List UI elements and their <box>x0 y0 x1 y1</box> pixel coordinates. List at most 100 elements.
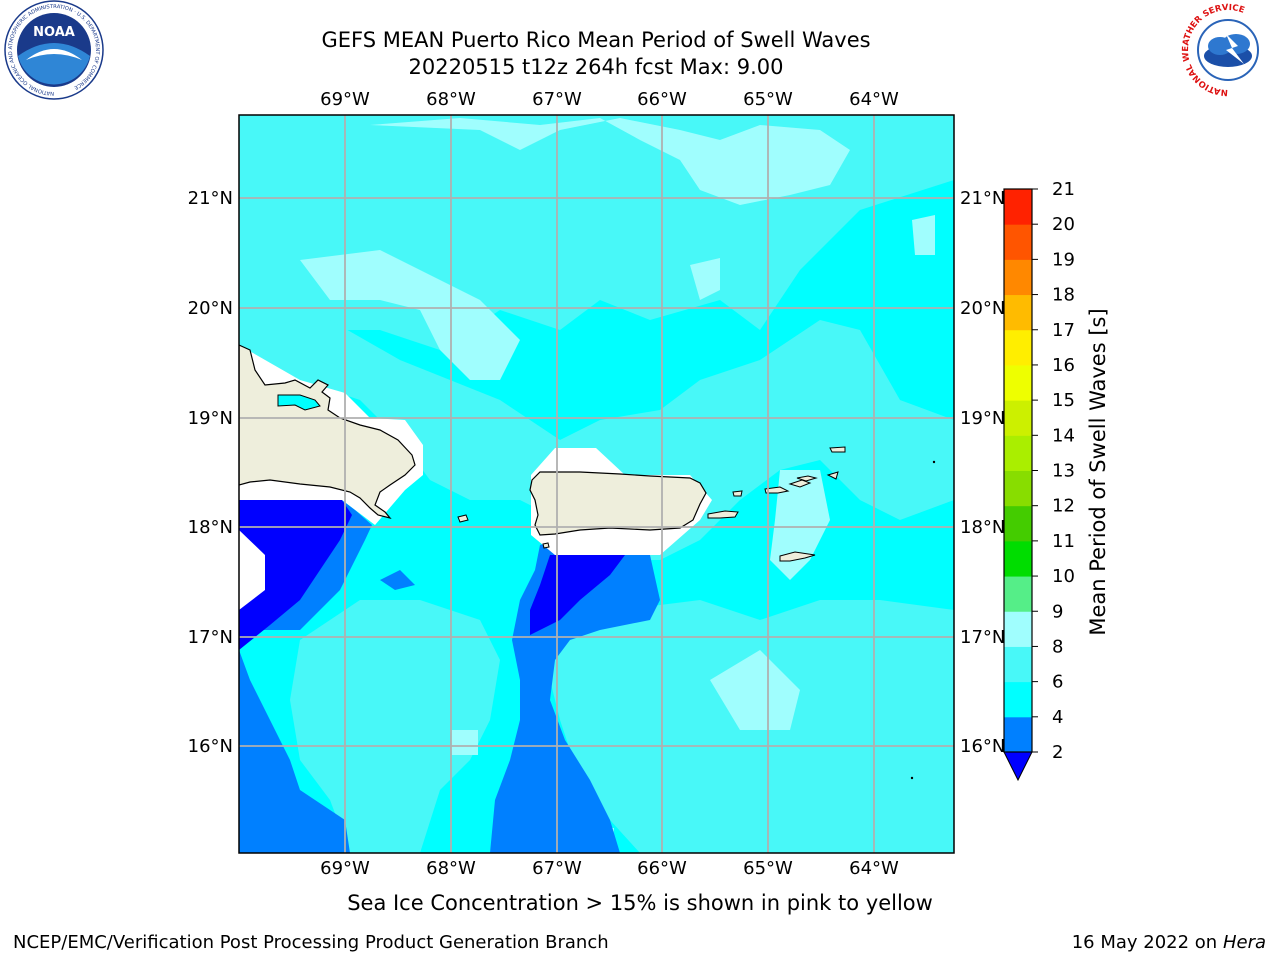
lon-label-top: 65°W <box>743 89 793 110</box>
field-6-8 <box>290 600 500 853</box>
field-2-4 <box>380 570 415 590</box>
field-8-9 <box>450 730 478 755</box>
colorbar-segment <box>1004 505 1032 542</box>
colorbar-tick-label: 19 <box>1052 249 1075 270</box>
colorbar-tick-label: 6 <box>1052 672 1063 693</box>
land-islet <box>910 776 914 780</box>
colorbar-segment <box>1004 470 1032 507</box>
date-text: 16 May 2022 on <box>1071 932 1218 953</box>
colorbar-extend-triangle <box>1003 751 1033 782</box>
land-islet <box>932 460 936 464</box>
land-islet <box>542 542 550 549</box>
field-8-9 <box>300 250 520 380</box>
colorbar-segment <box>1004 716 1032 753</box>
land-virgin-islands <box>764 486 790 494</box>
chart-subtitle: 20220515 t12z 264h fcst Max: 9.00 <box>408 55 784 79</box>
lat-label-right: 21°N <box>960 188 1005 209</box>
field-lt2 <box>530 555 625 635</box>
land-virgin-islands <box>796 475 818 482</box>
date-line: 16 May 2022 on Hera <box>1072 932 1266 953</box>
lat-label-left: 18°N <box>188 517 233 538</box>
colorbar-segment <box>1004 259 1032 296</box>
land-islet <box>732 490 743 497</box>
field-8-9 <box>690 258 720 300</box>
lat-label-right: 20°N <box>960 298 1005 319</box>
colorbar-segment <box>1004 294 1032 331</box>
colorbar-tick-label: 21 <box>1052 179 1075 200</box>
land-hispaniola-bay <box>277 394 321 411</box>
field-8-9 <box>710 650 800 730</box>
land-hispaniola <box>239 344 416 520</box>
colorbar-tick-label: 20 <box>1052 214 1075 235</box>
land-virgin-islands <box>788 479 812 488</box>
colorbar-tick-label: 15 <box>1052 390 1075 411</box>
field-6-8 <box>239 320 954 560</box>
land-islet <box>826 471 839 480</box>
colorbar-label: Mean Period of Swell Waves [s] <box>1086 308 1110 635</box>
lon-label-top: 67°W <box>532 89 582 110</box>
colorbar-tick-label: 16 <box>1052 355 1075 376</box>
lon-label-top: 66°W <box>637 89 687 110</box>
map-frame <box>238 114 955 854</box>
colorbar-segment <box>1004 364 1032 401</box>
colorbar-segment <box>1004 576 1032 612</box>
land-islet <box>457 514 469 523</box>
colorbar-segment <box>1004 189 1032 225</box>
colorbar-tick-label: 17 <box>1052 320 1075 341</box>
colorbar-tick-label: 4 <box>1052 707 1063 728</box>
chart-title: GEFS MEAN Puerto Rico Mean Period of Swe… <box>321 28 871 52</box>
lat-label-right: 18°N <box>960 517 1005 538</box>
field-lt2 <box>239 500 352 650</box>
colorbar-tick-label: 14 <box>1052 425 1075 446</box>
host-name: Hera <box>1222 932 1266 953</box>
nws-logo: NATIONAL WEATHER SERVICE <box>1180 2 1276 98</box>
lon-label-bottom: 66°W <box>637 858 687 879</box>
field-8-9 <box>770 470 830 580</box>
lat-label-left: 19°N <box>188 408 233 429</box>
land-islet <box>829 446 846 453</box>
lat-label-left: 21°N <box>188 188 233 209</box>
colorbar-tick-label: 12 <box>1052 496 1075 517</box>
colorbar-segment <box>1004 329 1032 366</box>
colorbar-tick-label: 13 <box>1052 461 1075 482</box>
lat-label-right: 16°N <box>960 736 1005 757</box>
colorbar-tick-label: 8 <box>1052 636 1063 657</box>
lat-label-left: 17°N <box>188 627 233 648</box>
colorbar-segment <box>1004 540 1032 577</box>
lon-label-bottom: 65°W <box>743 858 793 879</box>
lat-label-right: 17°N <box>960 627 1005 648</box>
colorbar-segment <box>1004 224 1032 260</box>
colorbar-ticks: 2 4 6 8 9 10 11 12 13 14 15 16 17 18 19 20 21 <box>1032 179 1075 763</box>
colorbar-tick-label: 11 <box>1052 531 1075 552</box>
noaa-logo-text: NOAA <box>33 25 75 40</box>
lon-label-bottom: 68°W <box>426 858 476 879</box>
lon-label-bottom: 69°W <box>320 858 370 879</box>
lon-label-top: 64°W <box>849 89 899 110</box>
colorbar-segment <box>1004 435 1032 471</box>
lat-label-right: 19°N <box>960 408 1005 429</box>
colorbar <box>1003 188 1033 782</box>
colorbar-tick-label: 9 <box>1052 601 1063 622</box>
missing-area <box>239 530 265 610</box>
lon-label-top: 68°W <box>426 89 476 110</box>
sea-ice-note: Sea Ice Concentration > 15% is shown in … <box>347 891 933 915</box>
lon-label-top: 69°W <box>320 89 370 110</box>
field-8-9 <box>912 215 935 255</box>
lat-label-left: 16°N <box>188 736 233 757</box>
land-vieques <box>707 510 739 519</box>
noaa-logo: NATIONAL OCEANIC AND ATMOSPHERIC ADMINIS… <box>4 0 104 100</box>
colorbar-segment <box>1004 400 1032 436</box>
colorbar-tick-label: 10 <box>1052 566 1075 587</box>
lon-label-bottom: 67°W <box>532 858 582 879</box>
colorbar-segment <box>1004 611 1032 647</box>
land-st-croix <box>779 551 816 562</box>
credit-line: NCEP/EMC/Verification Post Processing Pr… <box>13 932 609 953</box>
colorbar-tick-label: 18 <box>1052 285 1075 306</box>
lat-label-left: 20°N <box>188 298 233 319</box>
colorbar-segment <box>1004 646 1032 683</box>
field-8-9 <box>370 118 850 205</box>
lon-label-bottom: 64°W <box>849 858 899 879</box>
colorbar-segment <box>1004 681 1032 718</box>
colorbar-tick-label: 2 <box>1052 742 1063 763</box>
